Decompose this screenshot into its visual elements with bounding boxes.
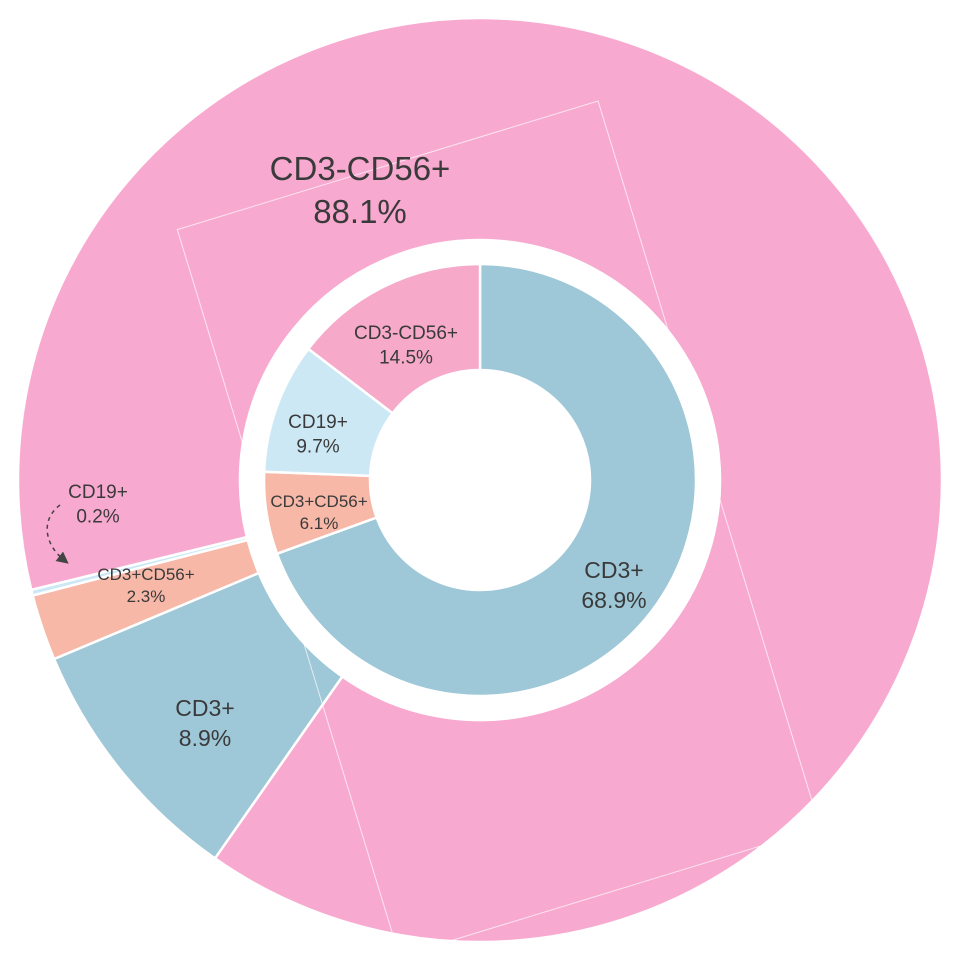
labels-layer: CD3+ 68.9%CD3+CD56+ 6.1%CD19+ 9.7%CD3-CD56+…	[46, 150, 647, 751]
outer-label-outline	[176, 100, 821, 958]
ring-gap	[244, 244, 716, 716]
inner-slice-cd3-pos	[275, 262, 698, 698]
inner-ring	[262, 262, 698, 698]
outer-label-cd19-pos: CD19+ 0.2%	[68, 482, 128, 528]
outer-ring	[16, 16, 944, 944]
inner-label-cd19-pos: CD19+ 9.7%	[288, 412, 348, 458]
inner-label-cd3-poscd56-pos: CD3+CD56+ 6.1%	[270, 492, 367, 533]
outer-label-cd3-poscd56-pos: CD3+CD56+ 2.3%	[97, 565, 194, 606]
outer-label-cd3-pos: CD3+ 8.9%	[175, 695, 234, 751]
inner-label-cd3-pos: CD3+ 68.9%	[581, 557, 646, 613]
cd19-leader-arrow	[46, 504, 69, 564]
outer-label-cd3-cd56-pos: CD3-CD56+ 88.1%	[270, 150, 451, 230]
inner-slice-cd3-cd56-pos	[306, 262, 482, 415]
inner-label-cd3-cd56-pos: CD3-CD56+ 14.5%	[354, 323, 458, 369]
outer-slice-cd3-cd56-pos	[16, 16, 944, 944]
